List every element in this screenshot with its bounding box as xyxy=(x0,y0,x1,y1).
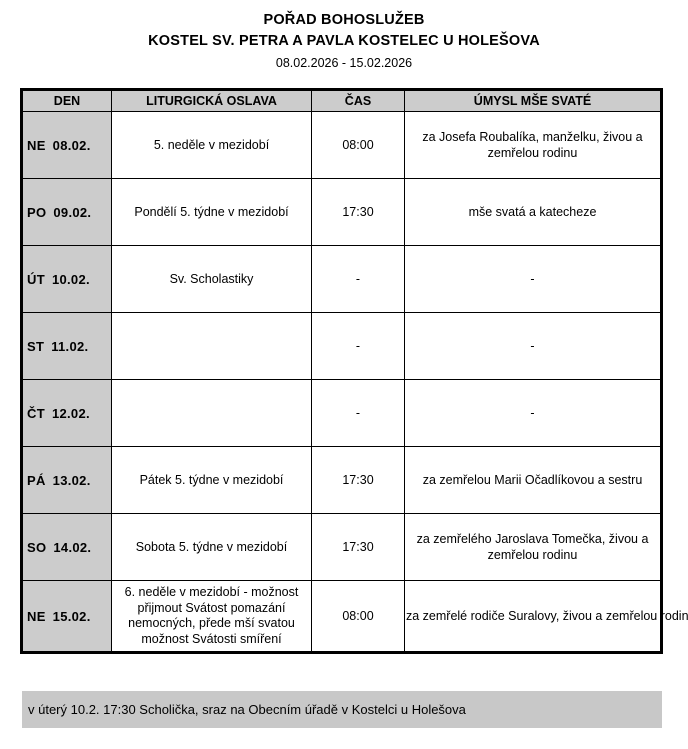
day-date: 15.02. xyxy=(52,608,91,624)
intention-cell: - xyxy=(404,379,662,447)
table-row: PÁ 13.02. Pátek 5. týdne v mezidobí 17:30… xyxy=(21,446,662,514)
day-cell: NE 08.02. xyxy=(21,111,112,179)
day-of-week: PÁ xyxy=(27,472,46,488)
time-cell: - xyxy=(311,379,405,447)
table-row: NE 15.02. 6. neděle v mezidobí - možnost … xyxy=(21,580,688,653)
day-date: 14.02. xyxy=(53,539,92,555)
day-date: 13.02. xyxy=(52,472,91,488)
table-row: SO 14.02. Sobota 5. týdne v mezidobí 17:3… xyxy=(21,513,662,581)
column-header-liturgicka-oslava: LITURGICKÁ OSLAVA xyxy=(111,89,312,112)
footer-note-text: v úterý 10.2. 17:30 Scholička, sraz na O… xyxy=(28,702,466,717)
day-cell: SO 14.02. xyxy=(21,513,112,581)
time-cell: 08:00 xyxy=(311,580,405,653)
day-of-week: ST xyxy=(27,338,45,354)
table-header-row: DEN LITURGICKÁ OSLAVA ČAS ÚMYSL MŠE SVAT… xyxy=(21,89,662,112)
table-row: ÚT 10.02. Sv. Scholastiky - - xyxy=(21,245,662,313)
day-date: 10.02. xyxy=(51,271,90,287)
day-date: 12.02. xyxy=(51,405,90,421)
day-cell: ÚT 10.02. xyxy=(21,245,112,313)
column-header-cas: ČAS xyxy=(311,89,405,112)
document-header: POŘAD BOHOSLUŽEB KOSTEL SV. PETRA A PAVL… xyxy=(0,0,688,72)
day-cell: ST 11.02. xyxy=(21,312,112,380)
table-row: NE 08.02. 5. neděle v mezidobí 08:00 za J… xyxy=(21,111,662,179)
liturgy-cell: Pondělí 5. týdne v mezidobí xyxy=(111,178,312,246)
day-of-week: NE xyxy=(27,608,46,624)
liturgy-cell: 6. neděle v mezidobí - možnost přijmout … xyxy=(111,580,312,653)
time-cell: - xyxy=(311,245,405,313)
liturgy-cell: Sv. Scholastiky xyxy=(111,245,312,313)
intention-cell: za Josefa Roubalíka, manželku, živou a z… xyxy=(404,111,662,179)
day-of-week: NE xyxy=(27,137,46,153)
column-header-umysl-mse-svate: ÚMYSL MŠE SVATÉ xyxy=(404,89,662,112)
day-date: 11.02. xyxy=(51,338,89,354)
time-cell: 08:00 xyxy=(311,111,405,179)
day-date: 08.02. xyxy=(52,137,91,153)
liturgy-cell: Pátek 5. týdne v mezidobí xyxy=(111,446,312,514)
intention-cell: za zemřelou Marii Očadlíkovou a sestru xyxy=(404,446,662,514)
day-of-week: ČT xyxy=(27,405,45,421)
liturgy-cell xyxy=(111,312,312,380)
liturgy-cell: Sobota 5. týdne v mezidobí xyxy=(111,513,312,581)
footer-note: v úterý 10.2. 17:30 Scholička, sraz na O… xyxy=(22,691,662,728)
table-row: ČT 12.02. - - xyxy=(21,379,662,447)
time-cell: 17:30 xyxy=(311,178,405,246)
time-cell: 17:30 xyxy=(311,513,405,581)
day-cell: ČT 12.02. xyxy=(21,379,112,447)
day-cell: PÁ 13.02. xyxy=(21,446,112,514)
intention-cell: - xyxy=(404,245,662,313)
table-row: PO 09.02. Pondělí 5. týdne v mezidobí 17:… xyxy=(21,178,662,246)
table-row: ST 11.02. - - xyxy=(21,312,662,380)
day-of-week: ÚT xyxy=(27,271,45,287)
time-cell: - xyxy=(311,312,405,380)
schedule-table: DEN LITURGICKÁ OSLAVA ČAS ÚMYSL MŠE SVAT… xyxy=(20,88,688,654)
liturgy-cell xyxy=(111,379,312,447)
column-header-den: DEN xyxy=(21,89,112,112)
table-body: NE 08.02. 5. neděle v mezidobí 08:00 za J… xyxy=(21,111,688,653)
day-cell: PO 09.02. xyxy=(21,178,112,246)
intention-cell: mše svatá a katecheze xyxy=(404,178,662,246)
liturgy-cell: 5. neděle v mezidobí xyxy=(111,111,312,179)
page-title-line2: KOSTEL SV. PETRA A PAVLA KOSTELEC U HOLE… xyxy=(148,33,540,49)
day-cell: NE 15.02. xyxy=(21,580,112,653)
day-of-week: SO xyxy=(27,539,47,555)
intention-cell: za zemřelého Jaroslava Tomečka, živou a … xyxy=(404,513,662,581)
time-cell: 17:30 xyxy=(311,446,405,514)
intention-cell: za zemřelé rodiče Suralovy, živou a zemř… xyxy=(404,580,688,653)
day-date: 09.02. xyxy=(53,204,92,220)
schedule-table-container: DEN LITURGICKÁ OSLAVA ČAS ÚMYSL MŠE SVAT… xyxy=(20,88,688,654)
page-title-line1: POŘAD BOHOSLUŽEB xyxy=(263,12,425,28)
day-of-week: PO xyxy=(27,204,47,220)
date-range: 08.02.2026 - 15.02.2026 xyxy=(275,56,413,70)
intention-cell: - xyxy=(404,312,662,380)
